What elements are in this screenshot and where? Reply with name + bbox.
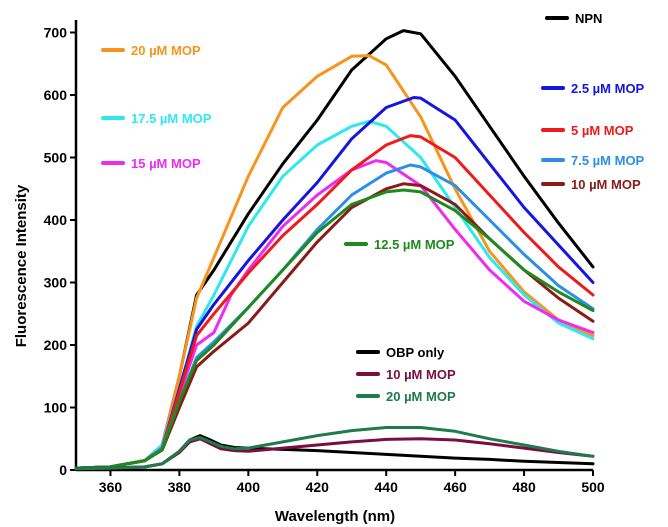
series-layer — [74, 29, 595, 471]
legend-item-npn: NPN — [545, 11, 602, 26]
x-tick-label: 360 — [99, 479, 123, 495]
legend-label: 20 µM MOP — [386, 389, 456, 404]
y-tick-label: 700 — [44, 25, 68, 41]
legend-item-10-um-mop: 10 µM MOP — [541, 177, 641, 192]
y-axis-label: Fluorescence Intensity — [13, 184, 30, 347]
legend-item-20-um-mop: 20 µM MOP — [356, 389, 456, 404]
x-tick-label: 420 — [306, 479, 330, 495]
legend-label: 10 µM MOP — [571, 177, 641, 192]
x-tick-label: 460 — [443, 479, 467, 495]
legend-item-15-um-mop: 15 µM MOP — [101, 156, 201, 171]
legend-item-12-5-um-mop: 12.5 µM MOP — [344, 237, 455, 252]
legend-label: 10 µM MOP — [386, 367, 456, 382]
legend-item-7-5-um-mop: 7.5 µM MOP — [541, 153, 645, 168]
y-tick-label: 600 — [44, 87, 68, 103]
x-axis-label: Wavelength (nm) — [275, 508, 395, 525]
legend-label: NPN — [575, 11, 602, 26]
legend-item-17-5-um-mop: 17.5 µM MOP — [101, 111, 212, 126]
axes: 360 380 400 420 440 460 480 500 0 100 200 300 400 500… — [44, 20, 605, 495]
y-tick-label: 200 — [44, 337, 68, 353]
y-tick-label: 0 — [59, 462, 67, 478]
legend-label: 15 µM MOP — [131, 156, 201, 171]
y-tick-label: 100 — [44, 400, 68, 416]
legend: NPN 20 µM MOP 17.5 µM MOP 15 µM MOP 2.5 µM M… — [101, 11, 645, 404]
legend-label: 20 µM MOP — [131, 43, 201, 58]
series-line-7-10-um-mop — [74, 182, 595, 470]
legend-label: 12.5 µM MOP — [374, 237, 455, 252]
x-tick-label: 480 — [512, 479, 536, 495]
series-line-3-15-um-mop — [74, 159, 595, 470]
series-line-6-7-5-um-mop — [74, 163, 595, 470]
y-tick-label: 400 — [44, 212, 68, 228]
legend-item-10-um-mop: 10 µM MOP — [356, 367, 456, 382]
legend-item-obp-only: OBP only — [356, 345, 445, 360]
y-tick-label: 500 — [44, 150, 68, 166]
legend-label: 5 µM MOP — [571, 123, 634, 138]
x-tick-label: 500 — [581, 479, 605, 495]
series-line-11-20-um-mop — [74, 426, 595, 471]
x-tick-label: 440 — [375, 479, 399, 495]
series-line-0-npn — [74, 29, 595, 470]
legend-item-20-um-mop: 20 µM MOP — [101, 43, 201, 58]
y-tick-label: 300 — [44, 275, 68, 291]
legend-label: 17.5 µM MOP — [131, 111, 212, 126]
series-line-8-12-5-um-mop — [74, 188, 595, 470]
x-tick-label: 380 — [168, 479, 192, 495]
legend-item-5-um-mop: 5 µM MOP — [541, 123, 634, 138]
legend-label: 2.5 µM MOP — [571, 81, 645, 96]
legend-label: 7.5 µM MOP — [571, 153, 645, 168]
legend-label: OBP only — [386, 345, 445, 360]
series-line-5-5-um-mop — [74, 134, 595, 470]
legend-item-2-5-um-mop: 2.5 µM MOP — [541, 81, 645, 96]
x-tick-label: 400 — [237, 479, 261, 495]
